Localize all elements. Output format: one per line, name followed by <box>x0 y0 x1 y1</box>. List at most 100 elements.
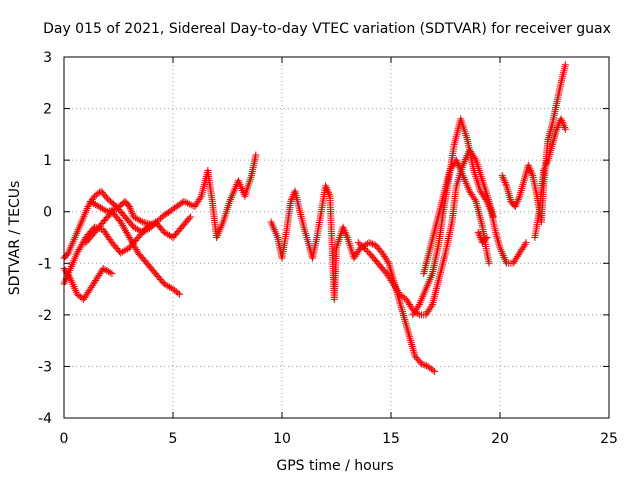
data-point <box>517 188 525 196</box>
data-point <box>498 172 506 180</box>
data-point <box>526 165 534 173</box>
data-point <box>484 201 492 209</box>
data-point <box>543 158 551 166</box>
data-point <box>357 242 365 250</box>
data-point <box>528 170 536 178</box>
data-point <box>182 198 190 206</box>
data-point <box>404 327 412 335</box>
data-point <box>494 238 502 246</box>
data-point <box>519 181 527 189</box>
data-point <box>399 310 407 318</box>
data-point <box>542 161 550 169</box>
data-point <box>527 168 535 176</box>
data-point <box>92 224 100 232</box>
data-point <box>359 243 367 251</box>
data-point <box>174 289 182 297</box>
data-point <box>512 201 520 209</box>
data-point <box>406 335 414 343</box>
data-point <box>519 179 527 187</box>
data-point <box>184 199 192 207</box>
data-point <box>138 218 146 226</box>
data-point <box>128 208 136 216</box>
data-point <box>486 204 494 212</box>
data-point <box>429 366 437 374</box>
data-point <box>505 192 513 200</box>
plot-frame <box>63 56 610 419</box>
data-point <box>525 163 533 171</box>
data-point <box>495 240 503 248</box>
data-point <box>551 133 558 141</box>
data-point <box>431 368 439 376</box>
data-point <box>543 160 551 168</box>
data-point <box>401 317 409 325</box>
data-point <box>522 239 530 247</box>
data-point <box>408 341 416 349</box>
data-point <box>111 206 119 214</box>
x-tick-label: 20 <box>491 431 509 447</box>
data-point <box>322 184 330 192</box>
x-tick-label: 25 <box>600 431 618 447</box>
data-point <box>342 230 350 238</box>
data-point <box>287 197 295 205</box>
data-point <box>341 228 349 236</box>
series-track-c <box>82 208 184 298</box>
data-point <box>540 165 548 173</box>
data-point <box>361 245 369 253</box>
data-point <box>513 199 521 207</box>
data-point <box>548 122 556 130</box>
data-point <box>106 269 114 277</box>
data-point <box>521 173 529 181</box>
data-point <box>137 217 145 225</box>
data-point <box>144 220 152 228</box>
axis-ticks <box>63 56 610 419</box>
data-point <box>343 232 351 240</box>
data-point <box>176 290 184 298</box>
data-point <box>487 206 495 214</box>
data-point <box>527 166 535 174</box>
data-point <box>474 228 482 236</box>
data-point <box>493 232 501 240</box>
data-marks <box>60 61 569 376</box>
y-tick-label: -2 <box>38 308 52 324</box>
data-point <box>340 225 348 233</box>
data-point <box>476 234 484 241</box>
data-point <box>550 135 558 143</box>
data-point <box>504 188 512 196</box>
data-point <box>471 196 479 204</box>
data-point <box>492 230 500 238</box>
data-point <box>408 342 416 350</box>
data-point <box>518 185 526 193</box>
y-tick-label: 0 <box>43 205 52 221</box>
data-point <box>521 175 529 183</box>
data-point <box>386 265 394 273</box>
data-point <box>546 130 554 138</box>
data-point <box>541 163 549 171</box>
data-point <box>553 123 561 131</box>
data-point <box>485 203 493 211</box>
data-point <box>502 180 510 188</box>
data-point <box>419 360 427 368</box>
data-point <box>124 201 132 209</box>
data-point <box>409 344 417 352</box>
data-point <box>561 125 569 133</box>
data-point <box>484 199 492 207</box>
data-point <box>397 304 405 312</box>
data-point <box>409 346 417 354</box>
data-point <box>540 166 548 174</box>
data-point <box>547 124 555 132</box>
data-point <box>145 220 153 228</box>
data-point <box>514 196 522 204</box>
data-point <box>548 141 556 149</box>
data-point <box>142 219 150 227</box>
data-point <box>398 308 406 316</box>
data-point <box>403 325 411 333</box>
data-point <box>96 225 104 233</box>
data-point <box>324 187 332 195</box>
data-point <box>561 123 569 131</box>
data-point <box>339 223 347 231</box>
x-axis-label: GPS time / hours <box>276 458 393 474</box>
series-track-k <box>531 115 569 241</box>
data-point <box>252 151 260 159</box>
series-track-l <box>474 228 491 247</box>
data-point <box>545 132 553 140</box>
